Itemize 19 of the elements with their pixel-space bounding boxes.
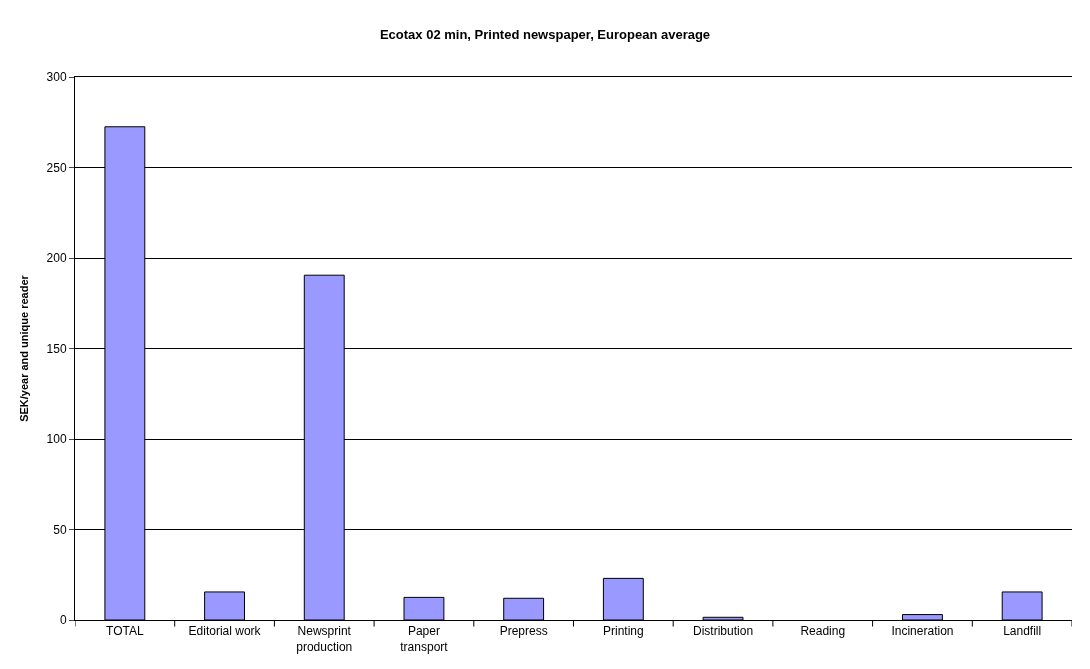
x-tick-label: Paper transport [400,624,449,654]
y-tick-label: 150 [46,341,67,356]
y-tick-label: 100 [46,432,67,447]
x-tick-label: Reading [800,624,846,639]
y-tick-label: 50 [53,522,67,537]
chart-title: Ecotax 02 min, Printed newspaper, European average [379,27,711,43]
x-tick-label: TOTAL [106,624,144,639]
y-tick-label: 0 [59,613,67,628]
x-tick-label: Landfill [1003,624,1042,639]
x-tick-label: Distribution [693,624,754,639]
x-tick-label: Newsprint production [296,624,353,654]
x-tick-label: Incineration [891,624,954,639]
y-tick-label: 300 [46,70,67,85]
x-tick-label: Editorial work [188,624,262,639]
y-axis-title: SEK/year and unique reader [18,274,31,422]
y-tick-label: 250 [46,160,67,175]
x-tick-label: Printing [603,624,644,639]
x-tick-label: Prepress [499,624,548,639]
y-tick-label: 200 [46,251,67,266]
